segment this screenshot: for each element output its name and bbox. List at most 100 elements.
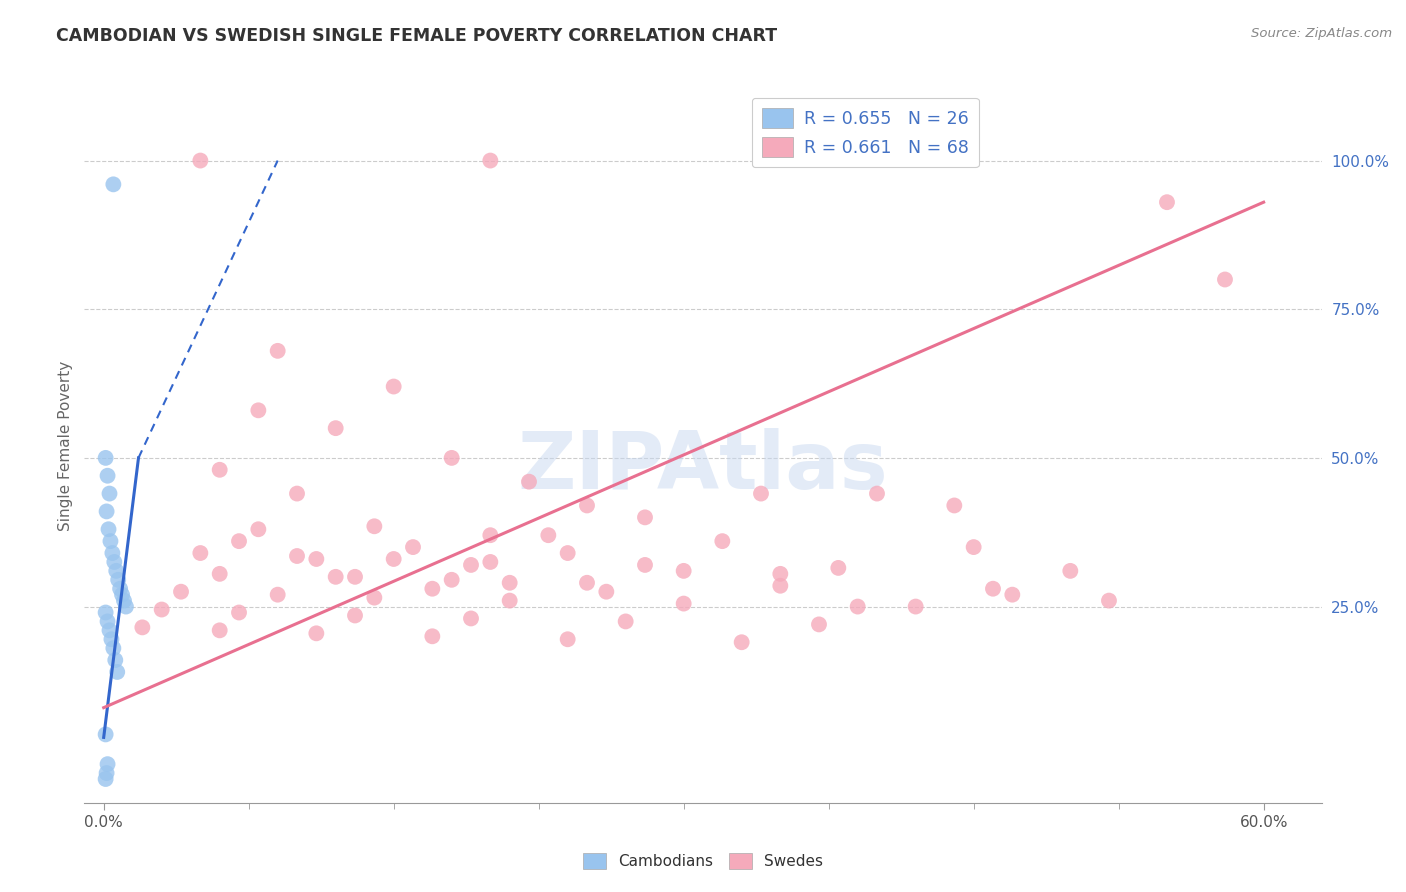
Point [422,582,444,596]
Point [97,757,120,772]
Point [963,540,986,554]
Point [228,534,250,549]
Point [97,522,120,536]
Point [769,579,792,593]
Point [827,561,849,575]
Point [97,615,120,629]
Point [285,486,308,500]
Point [711,534,734,549]
Point [208,624,231,638]
Point [98,624,121,638]
Point [94,727,117,741]
Point [382,379,405,393]
Point [460,558,482,572]
Point [190,546,212,560]
Point [103,555,125,569]
Point [97,468,120,483]
Point [499,575,522,590]
Point [672,564,695,578]
Point [634,558,657,572]
Point [479,528,502,542]
Legend: R = 0.655   N = 26, R = 0.661   N = 68: R = 0.655 N = 26, R = 0.661 N = 68 [752,98,979,168]
Point [672,597,695,611]
Point [305,552,328,566]
Point [247,522,270,536]
Point [94,606,117,620]
Point [363,519,385,533]
Point [267,588,290,602]
Point [1001,588,1024,602]
Point [943,499,966,513]
Point [479,555,502,569]
Point [208,566,231,581]
Point [100,632,122,647]
Point [634,510,657,524]
Point [267,343,290,358]
Text: ZIPAtlas: ZIPAtlas [517,428,889,507]
Point [111,588,134,602]
Point [325,570,347,584]
Point [557,546,579,560]
Point [107,573,129,587]
Point [595,584,617,599]
Point [344,570,367,584]
Point [363,591,385,605]
Point [769,566,792,581]
Point [1213,272,1236,286]
Point [103,641,125,656]
Point [104,653,127,667]
Point [344,608,367,623]
Point [1098,593,1121,607]
Text: Source: ZipAtlas.com: Source: ZipAtlas.com [1251,27,1392,40]
Point [228,606,250,620]
Point [382,552,405,566]
Point [190,153,212,168]
Point [100,534,122,549]
Y-axis label: Single Female Poverty: Single Female Poverty [58,361,73,531]
Point [285,549,308,563]
Point [208,463,231,477]
Point [105,564,128,578]
Point [170,584,193,599]
Point [576,499,599,513]
Point [96,766,118,780]
Point [305,626,328,640]
Point [325,421,347,435]
Point [103,178,125,192]
Point [402,540,425,554]
Point [112,593,135,607]
Point [422,629,444,643]
Point [749,486,772,500]
Point [808,617,831,632]
Point [557,632,579,647]
Point [517,475,540,489]
Point [131,620,153,634]
Point [479,153,502,168]
Point [440,573,463,587]
Point [1059,564,1081,578]
Point [108,582,131,596]
Point [101,546,124,560]
Point [1156,195,1178,210]
Point [105,665,128,679]
Point [846,599,869,614]
Point [499,593,522,607]
Point [981,582,1004,596]
Point [115,599,138,614]
Point [537,528,560,542]
Text: CAMBODIAN VS SWEDISH SINGLE FEMALE POVERTY CORRELATION CHART: CAMBODIAN VS SWEDISH SINGLE FEMALE POVER… [56,27,778,45]
Point [94,772,117,786]
Point [150,602,173,616]
Point [247,403,270,417]
Point [440,450,463,465]
Point [460,611,482,625]
Point [904,599,927,614]
Point [94,450,117,465]
Point [96,504,118,518]
Legend: Cambodians, Swedes: Cambodians, Swedes [576,847,830,875]
Point [731,635,754,649]
Point [576,575,599,590]
Point [98,486,121,500]
Point [614,615,637,629]
Point [866,486,889,500]
